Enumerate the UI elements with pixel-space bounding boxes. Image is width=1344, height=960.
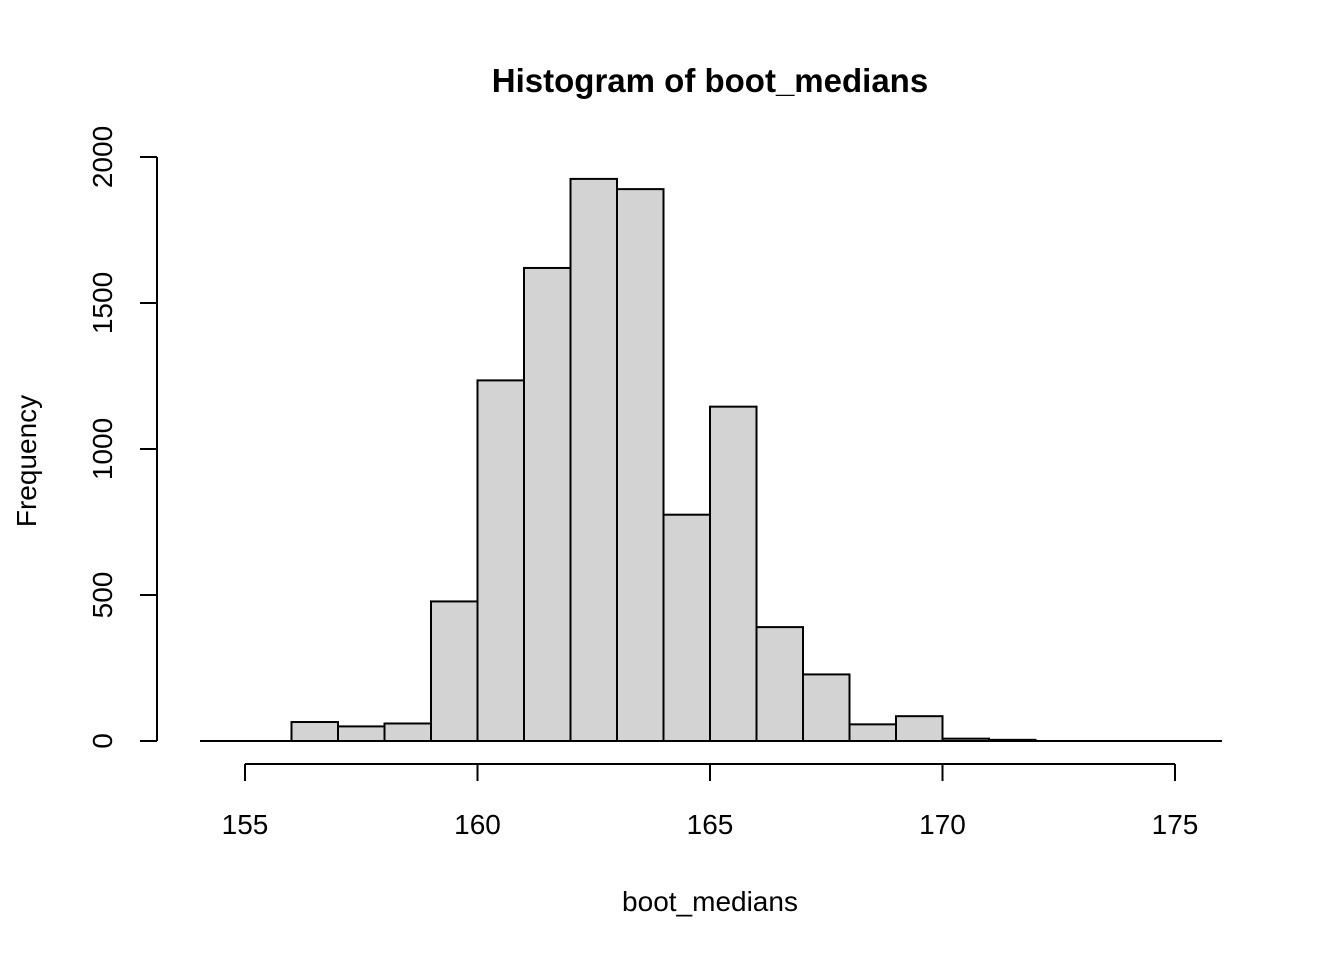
chart-title: Histogram of boot_medians bbox=[492, 62, 928, 99]
histogram-bar bbox=[895, 715, 944, 742]
histogram-bar bbox=[709, 405, 758, 742]
histogram-bar bbox=[476, 379, 525, 742]
histogram-bar bbox=[290, 721, 339, 743]
histogram-bar bbox=[755, 626, 804, 742]
y-axis-label: Frequency bbox=[11, 395, 42, 527]
x-tick-label: 170 bbox=[919, 809, 966, 840]
histogram-bar bbox=[848, 723, 897, 743]
x-tick-label: 155 bbox=[222, 809, 269, 840]
histogram-bar bbox=[337, 725, 386, 743]
histogram-bar bbox=[569, 177, 618, 742]
histogram-bar bbox=[383, 722, 432, 742]
y-tick-label: 0 bbox=[87, 733, 118, 749]
x-axis: 155 160 165 170 175 bbox=[222, 763, 1199, 840]
bars bbox=[200, 177, 1222, 743]
y-tick-label: 2000 bbox=[87, 126, 118, 188]
histogram-bar bbox=[802, 673, 851, 743]
y-tick-label: 1000 bbox=[87, 418, 118, 480]
histogram-bar bbox=[988, 738, 1037, 742]
histogram-bar bbox=[941, 737, 990, 743]
y-axis: 0 500 1000 1500 2000 bbox=[87, 126, 158, 749]
histogram-bar bbox=[430, 600, 479, 743]
histogram-bar bbox=[616, 188, 665, 742]
x-axis-label: boot_medians bbox=[622, 886, 798, 917]
x-tick-label: 165 bbox=[687, 809, 734, 840]
x-tick-label: 175 bbox=[1152, 809, 1199, 840]
histogram-bar bbox=[523, 266, 572, 742]
y-tick-label: 1500 bbox=[87, 272, 118, 334]
y-tick-label: 500 bbox=[87, 572, 118, 619]
x-tick-label: 160 bbox=[454, 809, 501, 840]
histogram-bar bbox=[662, 513, 711, 743]
